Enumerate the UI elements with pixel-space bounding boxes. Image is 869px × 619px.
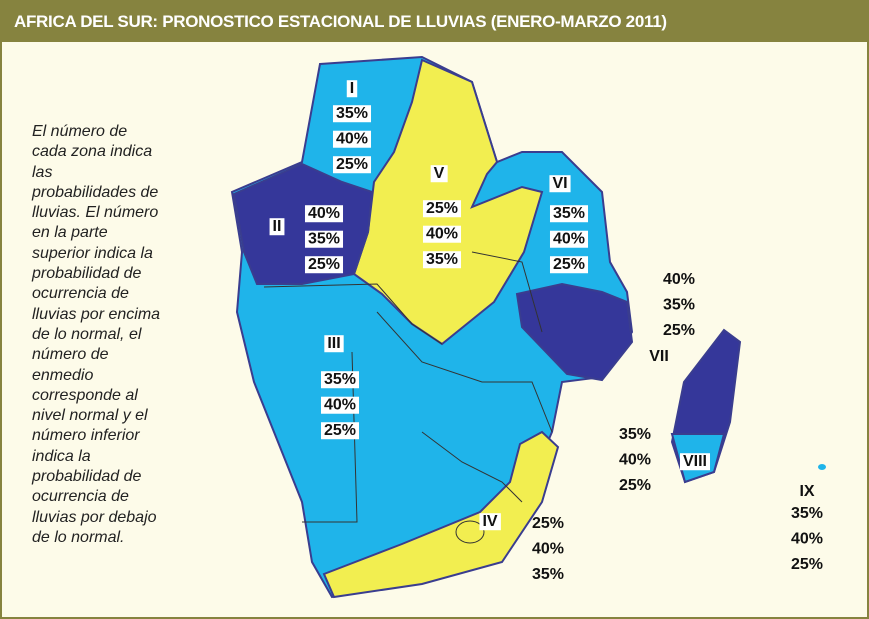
description-line: corresponde al [32, 386, 138, 404]
description-line: cada zona indica [32, 143, 153, 161]
description-line: lluvias por encima [32, 305, 161, 323]
zone-probability: 25% [553, 256, 585, 273]
description-line: indica la [32, 447, 91, 465]
label-box [332, 130, 372, 148]
region-iv [322, 430, 560, 599]
label-box [479, 513, 501, 531]
label-box [320, 396, 360, 414]
label-box [304, 205, 344, 223]
zone-probability: 40% [336, 131, 368, 148]
description-line: en la parte [32, 224, 108, 242]
zone-label: VII [649, 348, 669, 365]
zone-label: IV [482, 513, 497, 530]
zone-probability: 40% [324, 397, 356, 414]
zone-label: IX [799, 483, 814, 500]
label-box [320, 422, 360, 440]
lesotho [455, 520, 485, 544]
zone-probability: 25% [426, 200, 458, 217]
zone-probability: 40% [663, 271, 695, 288]
zone-probability: 40% [426, 226, 458, 243]
zone-probability: 35% [553, 205, 585, 222]
description-line: superior indica la [32, 244, 153, 262]
label-box [422, 225, 462, 243]
zone-probability: 25% [619, 477, 651, 494]
header-title: AFRICA DEL SUR: PRONOSTICO ESTACIONAL DE… [2, 2, 867, 42]
zone-label: II [273, 218, 282, 235]
zone-probability: 25% [532, 515, 564, 532]
zone-probability: 40% [791, 531, 823, 548]
label-box [332, 156, 372, 174]
island [818, 464, 826, 470]
zone-probability: 25% [336, 156, 368, 173]
label-box [346, 80, 358, 98]
label-box [422, 200, 462, 218]
description: El número de cada zona indica las probabili… [32, 122, 160, 548]
description-line: enmedio [32, 366, 94, 384]
label-box [269, 218, 285, 236]
description-line: de lo normal, el [32, 325, 142, 343]
label-box [679, 453, 711, 471]
description-line: ocurrencia de [32, 285, 129, 303]
description-line: número inferior [32, 427, 140, 445]
zone-probability: 35% [619, 426, 651, 443]
zone-label: V [434, 165, 445, 182]
zone-label: III [327, 335, 340, 352]
label-box [324, 335, 344, 353]
description-line: lluvias. El número [32, 204, 159, 222]
zone-probability: 25% [308, 256, 340, 273]
description-line: número de [32, 346, 109, 364]
zone-probability: 25% [324, 422, 356, 439]
country-border [263, 283, 443, 345]
label-box [332, 105, 372, 123]
zone-probability: 35% [791, 505, 823, 522]
label-box [549, 205, 589, 223]
country-border [376, 311, 553, 433]
zone-label: VIII [683, 453, 707, 470]
description-line: probabilidad de [32, 468, 142, 486]
zone-label: VI [552, 175, 567, 192]
label-box [430, 165, 448, 183]
description-line: El número de [32, 123, 128, 140]
label-box [549, 256, 589, 274]
zone-probability: 35% [426, 251, 458, 268]
region-ii [232, 162, 374, 285]
description-line: lluvias por debajo [32, 508, 157, 526]
zone-probability: 35% [532, 566, 564, 583]
zone-probability: 35% [336, 105, 368, 122]
country-border [471, 251, 543, 333]
zone-probability: 40% [308, 205, 340, 222]
label-box [304, 230, 344, 248]
zone-probability: 25% [791, 556, 823, 573]
label-box [320, 371, 360, 389]
zone-probability: 35% [663, 297, 695, 314]
country-border [421, 431, 523, 503]
label-box [549, 175, 571, 193]
zone-probability: 40% [532, 541, 564, 558]
label-box [304, 256, 344, 274]
label-box [549, 230, 589, 248]
zone-probability: 25% [663, 322, 695, 339]
description-line: probabilidad de [32, 265, 142, 283]
description-line: las [32, 163, 53, 181]
description-line: nivel normal y el [32, 407, 148, 425]
description-line: de lo normal. [32, 528, 125, 546]
description-line: ocurrencia de [32, 488, 129, 506]
zone-label: I [350, 80, 354, 97]
zone-probability: 40% [553, 231, 585, 248]
zone-probability: 40% [619, 452, 651, 469]
region-vii [515, 282, 634, 382]
label-box [422, 251, 462, 269]
description-line: probabilidades de [32, 183, 159, 201]
zone-probability: 35% [308, 231, 340, 248]
zone-probability: 35% [324, 371, 356, 388]
